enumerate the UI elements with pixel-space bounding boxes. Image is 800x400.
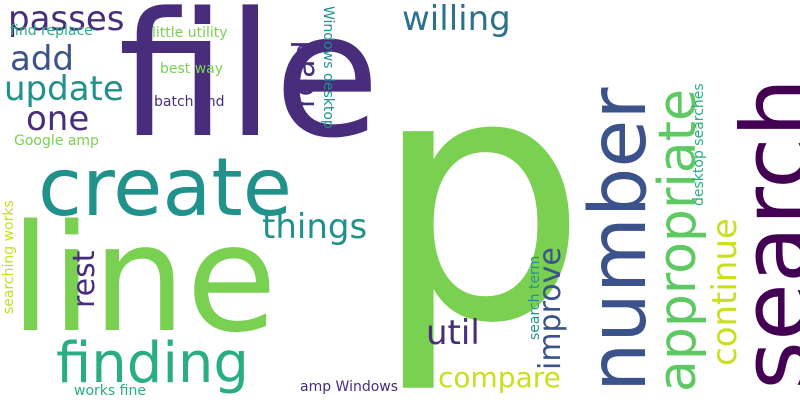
word-little-utility: little utility (152, 25, 228, 41)
word-number: number (574, 87, 664, 392)
word-one: one (26, 99, 90, 139)
word-create: create (38, 141, 292, 234)
word-passes: passes (8, 0, 125, 39)
word-read: read (287, 40, 322, 108)
word-google-amp: Google amp (14, 133, 99, 149)
word-line: line (10, 193, 278, 365)
word-works-fine: works fine (74, 383, 146, 399)
word-continue: continue (705, 218, 745, 366)
word-searching-works: searching works (1, 200, 17, 314)
word-file: file (118, 0, 380, 176)
word-amp-windows: amp Windows (300, 379, 399, 395)
word-windows-desktop: Windows desktop (320, 6, 336, 129)
word-best-way: best way (160, 61, 224, 77)
word-desktop-searches: desktop searches (691, 83, 707, 206)
word-batch-find: batch find (154, 94, 225, 110)
word-update: update (4, 69, 124, 109)
word-rest: rest (67, 250, 102, 308)
word-finding: finding (56, 331, 249, 396)
word-things: things (262, 207, 368, 247)
word-add: add (10, 39, 74, 79)
word-search-term: search term (527, 255, 543, 340)
word-willing: willing (402, 0, 511, 39)
word-util: util (426, 313, 480, 353)
word-p: p (372, 2, 588, 398)
word-compare: compare (438, 361, 561, 394)
word-find-replace: find replace (10, 23, 93, 39)
